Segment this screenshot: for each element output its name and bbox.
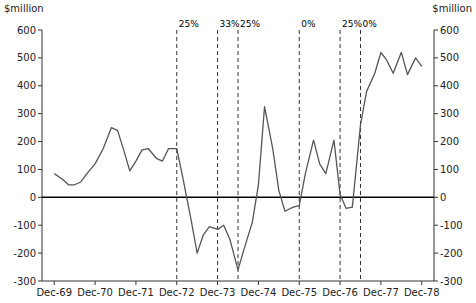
- y-tick-label: 500: [17, 52, 36, 63]
- y2-tick-label: 0: [440, 192, 446, 203]
- y-tick: [38, 57, 42, 58]
- y-tick-label: 0: [30, 192, 36, 203]
- x-tick-label: Dec-76: [322, 287, 358, 298]
- y-tick: [38, 281, 42, 282]
- y2-tick-label: 200: [440, 136, 459, 147]
- x-tick-label: Dec-74: [241, 287, 277, 298]
- y-axis-label: $million: [4, 3, 44, 14]
- x-tick-label: Dec-69: [36, 287, 72, 298]
- annotation-line: [238, 30, 239, 281]
- y-tick: [38, 30, 42, 31]
- x-tick-label: Dec-75: [281, 287, 317, 298]
- annotation-label: 0%: [301, 19, 316, 29]
- annotation-line: [217, 30, 218, 281]
- y-tick: [38, 253, 42, 254]
- y-tick: [38, 141, 42, 142]
- y-tick-label: -100: [13, 220, 36, 231]
- y-tick-label: 100: [17, 164, 36, 175]
- y2-tick: [434, 281, 438, 282]
- y2-tick: [434, 253, 438, 254]
- x-tick: [54, 281, 55, 285]
- x-tick: [258, 281, 259, 285]
- y-tick-label: 300: [17, 108, 36, 119]
- y2-tick-label: 600: [440, 25, 459, 36]
- annotation-line: [340, 30, 341, 281]
- x-tick: [176, 281, 177, 285]
- annotation-line: [299, 30, 300, 281]
- y-tick-label: 200: [17, 136, 36, 147]
- x-tick-label: Dec-73: [200, 287, 236, 298]
- annotation-label: 25%: [179, 19, 199, 29]
- y2-tick: [434, 57, 438, 58]
- y2-tick-label: 400: [440, 80, 459, 91]
- x-tick-label: Dec-72: [159, 287, 195, 298]
- y2-tick: [434, 169, 438, 170]
- x-tick: [299, 281, 300, 285]
- y2-tick-label: 300: [440, 108, 459, 119]
- x-tick: [380, 281, 381, 285]
- y2-tick-label: 500: [440, 52, 459, 63]
- annotation-label: 0%: [363, 19, 378, 29]
- annotation-line: [176, 30, 177, 281]
- data-line: [54, 52, 422, 270]
- x-tick: [95, 281, 96, 285]
- y2-tick: [434, 30, 438, 31]
- y-axis-line: [42, 30, 43, 281]
- x-tick: [340, 281, 341, 285]
- y2-tick-label: -200: [440, 248, 463, 259]
- y2-tick-label: 100: [440, 164, 459, 175]
- x-tick-label: Dec-71: [118, 287, 154, 298]
- y-tick-label: -200: [13, 248, 36, 259]
- y-tick-label: 400: [17, 80, 36, 91]
- annotation-label: 25%: [240, 19, 260, 29]
- annotation-line: [360, 30, 361, 281]
- y2-tick: [434, 197, 438, 198]
- y2-tick-label: -300: [440, 276, 463, 287]
- y-tick: [38, 169, 42, 170]
- plot-area: [42, 30, 434, 281]
- zero-line: [42, 197, 434, 199]
- y2-tick: [434, 85, 438, 86]
- x-tick-label: Dec-77: [363, 287, 399, 298]
- y-tick-label: -300: [13, 276, 36, 287]
- x-tick: [135, 281, 136, 285]
- y2-tick-label: -100: [440, 220, 463, 231]
- y2-tick: [434, 113, 438, 114]
- x-tick-label: Dec-70: [77, 287, 113, 298]
- annotation-label: 33%: [220, 19, 240, 29]
- y-tick: [38, 225, 42, 226]
- y2-axis-label: $million: [432, 3, 472, 14]
- x-tick-label: Dec-78: [404, 287, 440, 298]
- x-tick: [421, 281, 422, 285]
- x-tick: [217, 281, 218, 285]
- y-tick-label: 600: [17, 25, 36, 36]
- y-tick: [38, 85, 42, 86]
- y2-tick: [434, 225, 438, 226]
- chart: Dec-69 Dec-70 Dec-71 Dec-72 Dec-73 Dec-74 Dec-…: [0, 0, 476, 303]
- y-tick: [38, 113, 42, 114]
- y2-tick: [434, 141, 438, 142]
- y-tick: [38, 197, 42, 198]
- y2-axis-line: [434, 30, 435, 281]
- annotation-label: 25%: [342, 19, 362, 29]
